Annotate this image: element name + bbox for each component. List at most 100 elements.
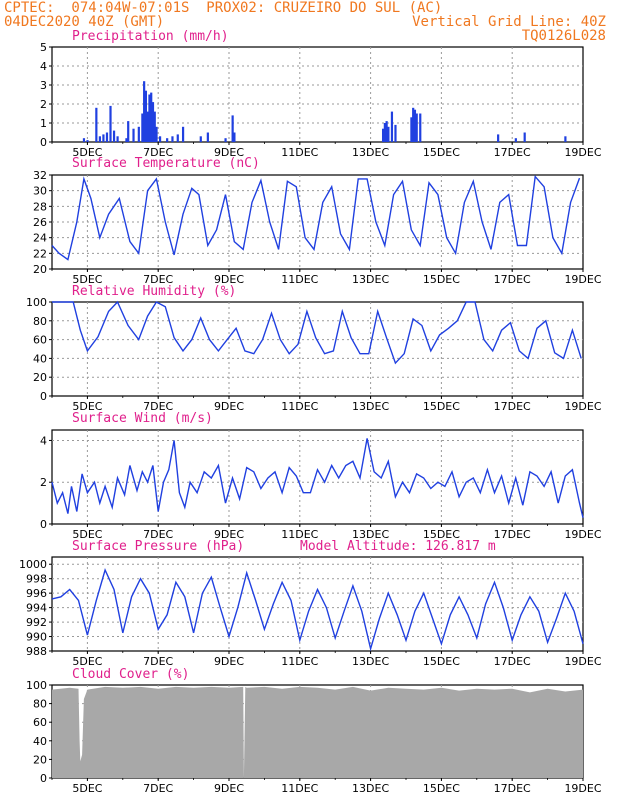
precip-xtick-label: 19DEC	[564, 146, 601, 159]
humidity-xtick-label: 19DEC	[564, 400, 601, 413]
temp-xtick-label: 9DEC	[214, 273, 244, 286]
precip-ytick-label: 2	[40, 98, 47, 111]
precip-bar	[206, 132, 209, 142]
temp-title: Surface Temperature (nC)	[72, 156, 260, 171]
precip-xtick-label: 17DEC	[494, 146, 531, 159]
wind-line	[51, 438, 584, 518]
precip-bar	[153, 111, 156, 142]
precip-bar	[166, 138, 169, 142]
humidity-xtick-label: 13DEC	[352, 400, 389, 413]
precip-bar	[224, 138, 227, 142]
humidity-title: Relative Humidity (%)	[72, 284, 236, 299]
cloud-ytick-label: 0	[40, 772, 47, 785]
precip-bar	[151, 102, 155, 142]
precip-bar	[419, 113, 422, 142]
precip-bar	[381, 128, 385, 142]
precip-bar	[82, 138, 86, 142]
model-altitude: Model Altitude: 126.817 m	[300, 539, 496, 554]
header-grid-line: Vertical Grid Line: 40Z	[412, 14, 606, 30]
precip-bar	[132, 128, 135, 142]
humidity-ytick-label: 40	[33, 352, 47, 365]
precip-bar	[385, 121, 388, 142]
pressure-xtick-label: 17DEC	[494, 655, 531, 668]
pressure-ytick-label: 1000	[19, 558, 47, 571]
cloud-xtick-label: 19DEC	[564, 782, 601, 795]
precip-bar	[148, 94, 151, 142]
cloud-xtick-label: 7DEC	[143, 782, 173, 795]
precip-bar	[109, 105, 112, 142]
precip-xtick-label: 5DEC	[72, 146, 102, 159]
humidity-ytick-label: 0	[40, 390, 47, 403]
precip-bar	[146, 111, 149, 142]
temp-xtick-label: 15DEC	[423, 273, 460, 286]
precip-bar	[105, 132, 109, 142]
cloud-ytick-label: 80	[33, 698, 47, 711]
precip-xtick-label: 9DEC	[214, 146, 244, 159]
pressure-title: Surface Pressure (hPa)	[72, 539, 244, 554]
cloud-ytick-label: 60	[33, 716, 47, 729]
pressure-xtick-label: 5DEC	[72, 655, 102, 668]
wind-xtick-label: 19DEC	[564, 528, 601, 541]
precip-xtick-label: 15DEC	[423, 146, 460, 159]
humidity-ytick-label: 80	[33, 315, 47, 328]
precip-bar	[523, 132, 526, 142]
precip-ytick-label: 3	[40, 79, 47, 92]
temp-xtick-label: 11DEC	[281, 273, 318, 286]
precip-bar	[410, 117, 413, 142]
wind-xtick-label: 13DEC	[352, 528, 389, 541]
humidity-ytick-label: 60	[33, 334, 47, 347]
pressure-ytick-label: 996	[26, 587, 47, 600]
humidity-xtick-label: 11DEC	[281, 400, 318, 413]
pressure-xtick-label: 19DEC	[564, 655, 601, 668]
precip-bar	[233, 132, 236, 142]
wind-xtick-label: 5DEC	[72, 528, 102, 541]
wind-ytick-label: 4	[40, 434, 47, 447]
precip-ytick-label: 4	[40, 60, 47, 73]
temp-ytick-label: 32	[33, 169, 47, 182]
header-model-code: TQ0126L028	[521, 28, 606, 44]
wind-xtick-label: 15DEC	[423, 528, 460, 541]
pressure-xtick-label: 7DEC	[143, 655, 173, 668]
wind-ytick-label: 2	[40, 476, 47, 489]
panel-temp: 5DEC 7DEC 9DEC 11DEC 13DEC 15DEC 17DEC 19DEC 20 2…	[33, 156, 602, 286]
precip-ytick-label: 1	[40, 117, 47, 130]
cloud-title: Cloud Cover (%)	[72, 667, 189, 682]
humidity-line	[52, 300, 582, 365]
precip-bar	[497, 134, 500, 142]
precip-bar	[394, 124, 397, 142]
pressure-ytick-label: 992	[26, 616, 47, 629]
pressure-xtick-label: 9DEC	[214, 655, 244, 668]
pressure-ytick-label: 990	[26, 631, 47, 644]
wind-frame	[51, 429, 584, 525]
wind-ytick-label: 0	[40, 518, 47, 531]
precip-xtick-label: 7DEC	[143, 146, 173, 159]
temp-xtick-label: 19DEC	[564, 273, 601, 286]
humidity-xtick-label: 7DEC	[143, 400, 173, 413]
precip-bar	[412, 107, 415, 142]
header-run-date: 04DEC2020 40Z (GMT)	[4, 14, 165, 30]
temp-ytick-label: 20	[33, 263, 47, 276]
humidity-xtick-label: 15DEC	[423, 400, 460, 413]
cloud-xtick-label: 15DEC	[423, 782, 460, 795]
pressure-xtick-label: 15DEC	[423, 655, 460, 668]
precip-bar	[383, 123, 386, 142]
precip-xtick-label: 13DEC	[352, 146, 389, 159]
temp-xtick-label: 5DEC	[72, 273, 102, 286]
panel-wind: 5DEC 7DEC 9DEC 11DEC 13DEC 15DEC 17DEC 19DEC 0 2 4…	[40, 411, 602, 541]
precip-bar	[181, 126, 185, 142]
temp-line	[51, 174, 581, 261]
humidity-xtick-label: 9DEC	[214, 400, 244, 413]
cloud-xtick-label: 11DEC	[281, 782, 318, 795]
precip-frame	[51, 46, 584, 143]
humidity-ytick-label: 20	[33, 371, 47, 384]
precip-bar	[144, 90, 148, 142]
precip-title: Precipitation (mm/h)	[72, 29, 229, 44]
cloud-area	[52, 686, 583, 778]
humidity-ytick-label: 100	[26, 296, 47, 309]
wind-xtick-label: 11DEC	[281, 528, 318, 541]
precip-bar	[112, 130, 116, 142]
precip-bar	[176, 134, 179, 142]
humidity-frame	[51, 301, 584, 397]
precip-bar	[199, 136, 202, 142]
